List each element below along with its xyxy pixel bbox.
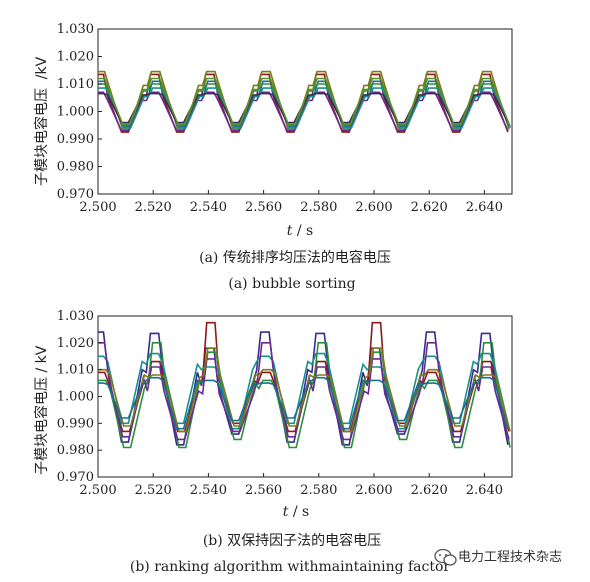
- chart-a-xtick-label: 2.540: [190, 200, 227, 215]
- chart-a-series-group: [98, 70, 511, 133]
- chart-b-caption-cn: (b) 双保持因子法的电容电压: [203, 532, 381, 549]
- wechat-icon: [434, 548, 457, 566]
- chart-b-ytick-label: 0.980: [57, 443, 94, 458]
- watermark: 电力工程技术杂志: [434, 548, 562, 566]
- chart-b-ytick-label: 1.000: [57, 390, 94, 405]
- chart-b-ylabel: 子模块电容电压 / kV: [33, 345, 50, 475]
- chart-a-series-line-1: [98, 73, 509, 133]
- chart-a-ytick-label: 1.010: [57, 77, 94, 92]
- chart-a-ticks: 0.970 0.980 0.990 1.000 1.010 1.020 1.030 2.500…: [57, 22, 503, 215]
- chart-a-caption-en: (a) bubble sorting: [228, 276, 355, 292]
- chart-b-ytick-label: 0.970: [57, 470, 94, 485]
- chart-a-ytick-label: 0.980: [57, 160, 94, 175]
- chart-a-xlabel-var: t: [287, 223, 293, 239]
- chart-a-ytick-label: 0.990: [57, 132, 94, 147]
- chart-a-xtick-label: 2.500: [79, 200, 116, 215]
- chart-b-xlabel: t / s: [283, 504, 309, 520]
- chart-b-xtick-label: 2.580: [300, 483, 337, 498]
- chart-a-xtick-label: 2.640: [466, 200, 503, 215]
- chart-b-series-line-7: [98, 376, 509, 430]
- chart-a-xlabel: t / s: [287, 223, 313, 239]
- chart-b-ytick-label: 1.020: [57, 336, 94, 351]
- chart-a-frame: [97, 28, 513, 195]
- chart-a-caption-cn: (a) 传统排序均压法的电容电压: [199, 249, 391, 266]
- chart-b-ytick-label: 1.010: [57, 363, 94, 378]
- chart-a-ylabel: 子模块电容电压: [33, 88, 50, 186]
- chart-b-xlabel-unit: / s: [288, 504, 309, 520]
- chart-b-xtick-label: 2.500: [79, 483, 116, 498]
- chart-a-xtick-label: 2.520: [135, 200, 172, 215]
- watermark-text: 电力工程技术杂志: [458, 550, 562, 565]
- chart-b-xtick-label: 2.560: [245, 483, 282, 498]
- chart-a-xtick-label: 2.560: [245, 200, 282, 215]
- chart-b-series-group: [98, 321, 511, 449]
- chart-b-xlabel-var: t: [283, 504, 289, 520]
- chart-a-series-line-8: [98, 77, 510, 125]
- chart-a-xtick-label: 2.600: [355, 200, 392, 215]
- chart-b-ticks: 0.970 0.980 0.990 1.000 1.010 1.020 1.030 2.500…: [57, 309, 503, 498]
- chart-b-xtick-label: 2.540: [190, 483, 227, 498]
- chart-a-xlabel-unit: / s: [292, 223, 313, 239]
- chart-a-xtick-label: 2.580: [300, 200, 337, 215]
- chart-b-xtick-label: 2.640: [466, 483, 503, 498]
- chart-a-series-line-6: [98, 87, 511, 129]
- chart-b-xtick-label: 2.520: [135, 483, 172, 498]
- chart-b: 0.970 0.980 0.990 1.000 1.010 1.020 1.030 2.500…: [33, 309, 513, 575]
- chart-a-ylabel-unit: /kV: [34, 56, 50, 79]
- chart-a-ytick-label: 0.970: [57, 187, 94, 202]
- chart-b-xtick-label: 2.600: [355, 483, 392, 498]
- chart-a-plot-frame: [97, 28, 513, 195]
- chart-b-xtick-label: 2.620: [411, 483, 448, 498]
- chart-b-ytick-label: 1.030: [57, 309, 94, 324]
- chart-a-ytick-label: 1.000: [57, 105, 94, 120]
- chart-a-xtick-label: 2.620: [411, 200, 448, 215]
- chart-b-series-line-1: [98, 331, 509, 446]
- chart-a-ytick-label: 1.020: [57, 50, 94, 65]
- chart-a: 0.970 0.980 0.990 1.000 1.010 1.020 1.030 2.500…: [33, 22, 513, 292]
- chart-b-caption-en: (b) ranking algorithm withmaintaining fa…: [130, 559, 451, 575]
- chart-b-ytick-label: 0.990: [57, 416, 94, 431]
- chart-a-ytick-label: 1.030: [57, 22, 94, 37]
